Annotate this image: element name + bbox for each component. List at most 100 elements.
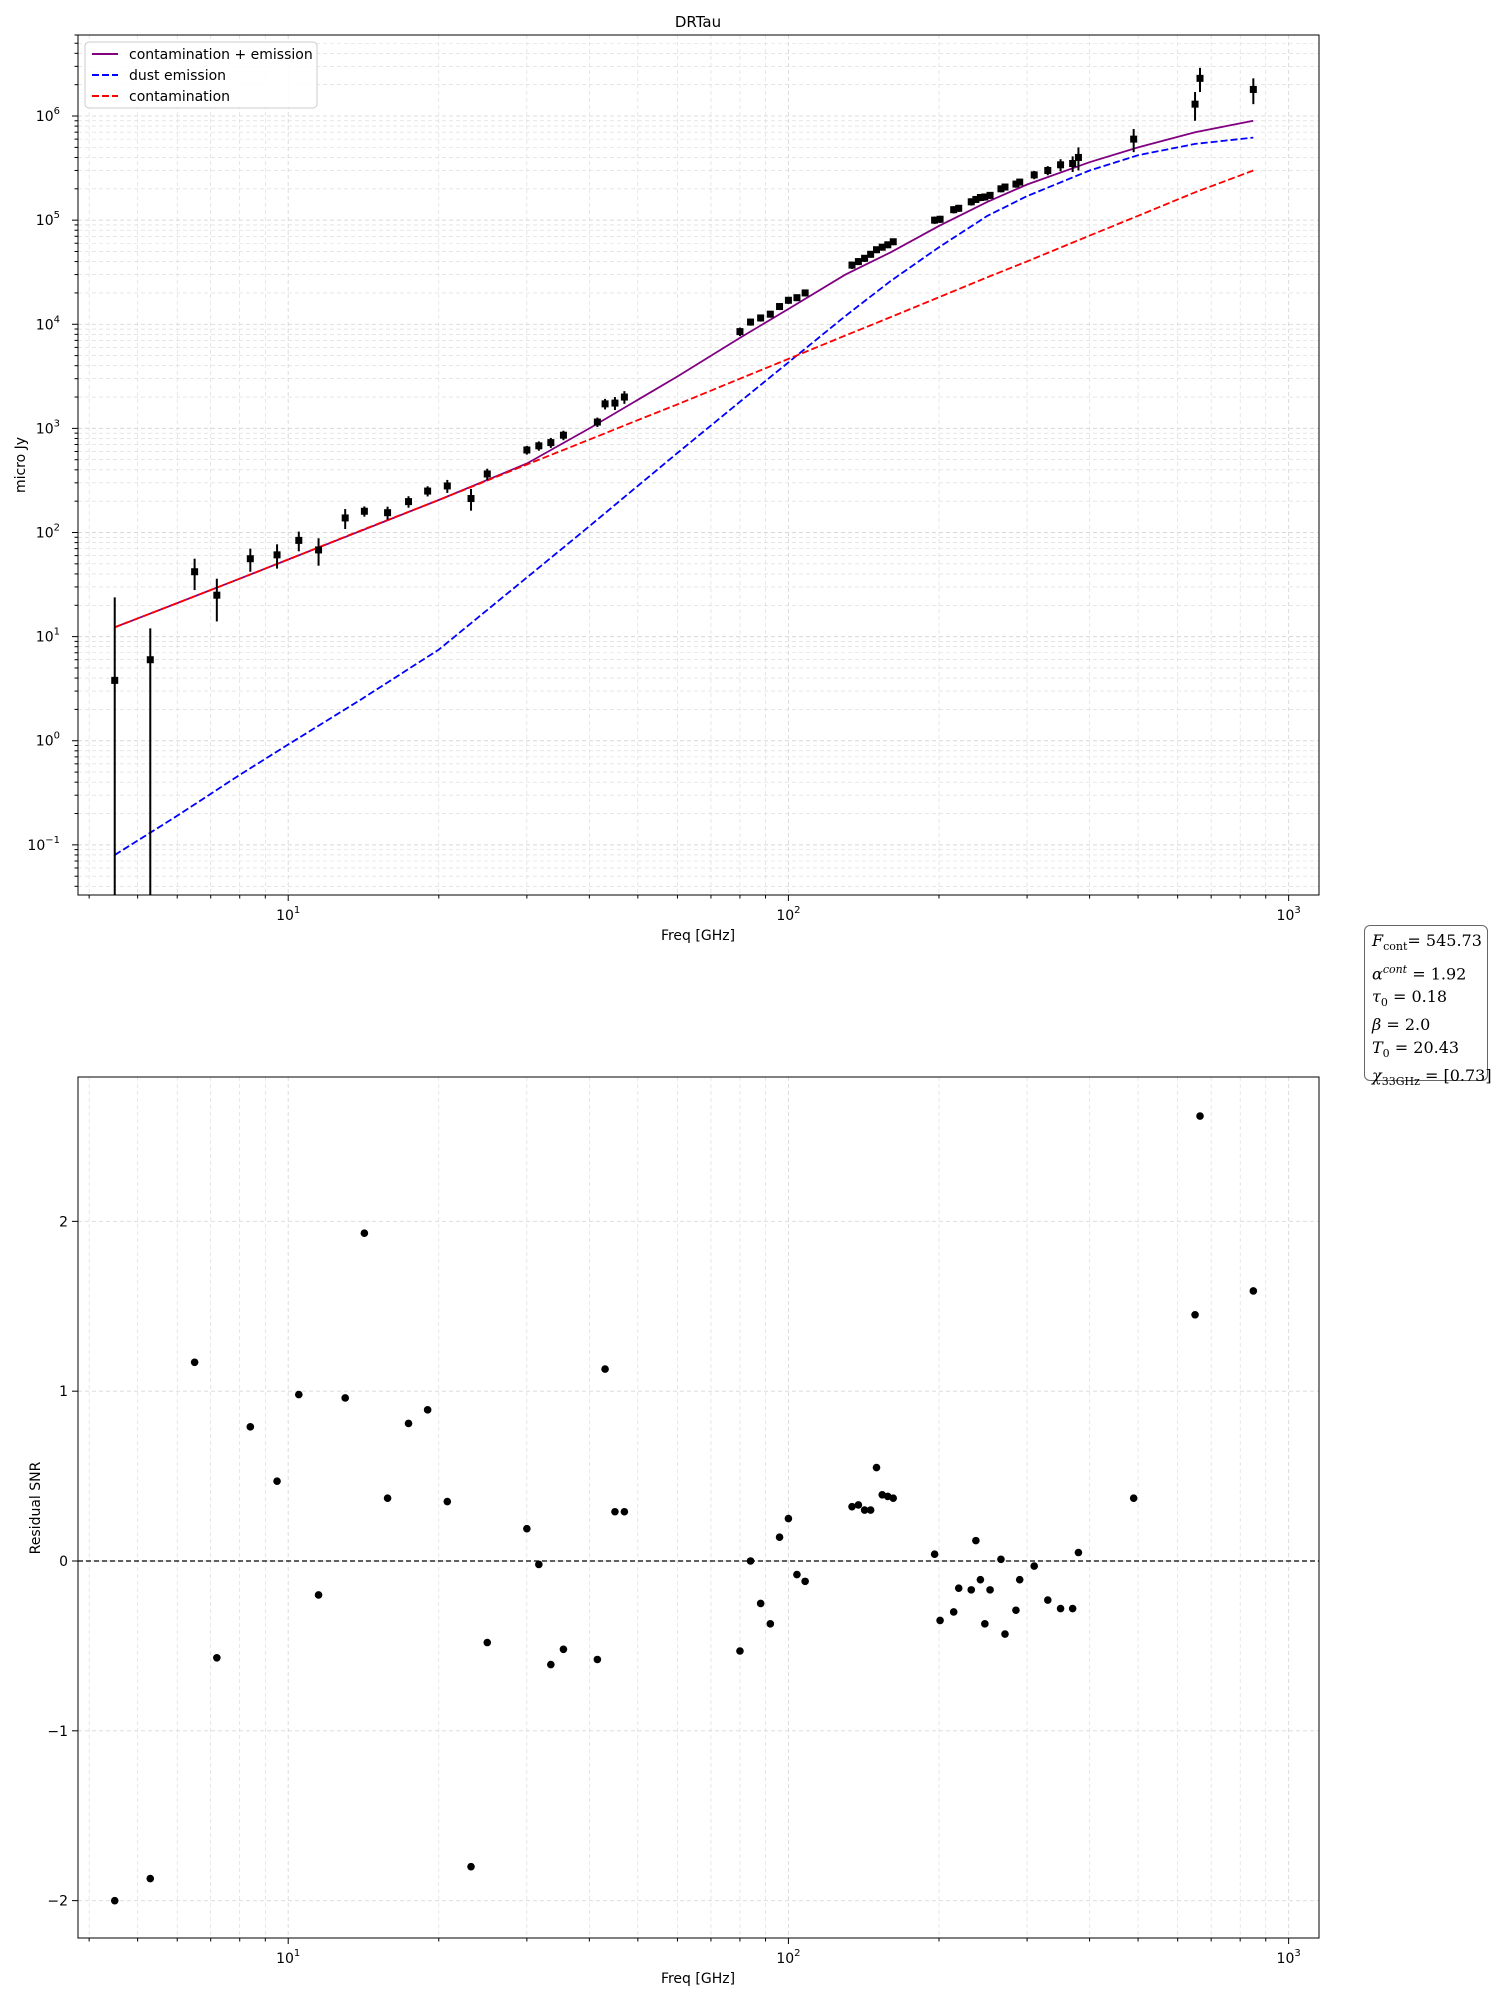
residual-point bbox=[110, 1896, 119, 1905]
residual-y-tick-label: 0 bbox=[59, 1554, 68, 1570]
chart-title: DRTau bbox=[675, 13, 721, 31]
sed-y-ticks: 10−1 100 101 102 103 104 105 106 bbox=[27, 34, 78, 887]
sed-data-point bbox=[384, 506, 392, 520]
residual-point bbox=[967, 1586, 976, 1594]
sed-marker bbox=[1074, 153, 1082, 161]
sed-marker bbox=[547, 439, 555, 447]
residual-x-ticks: 101 102 103 bbox=[88, 1938, 1301, 1967]
sed-marker bbox=[1057, 161, 1065, 169]
sed-marker bbox=[967, 198, 975, 206]
contamination-curve bbox=[114, 169, 1254, 629]
residual-point bbox=[1012, 1606, 1020, 1615]
sed-data-point bbox=[467, 488, 475, 511]
residual-y-tick-label: −2 bbox=[47, 1894, 68, 1910]
residual-x-axis-label: Freq [GHz] bbox=[661, 1971, 735, 1987]
sed-y-tick-label: 10−1 bbox=[27, 835, 60, 854]
residual-plot-frame bbox=[77, 1076, 1320, 1939]
sed-data-point bbox=[1196, 67, 1204, 93]
residual-x-tick-label: 103 bbox=[1277, 1948, 1301, 1967]
residual-point bbox=[620, 1507, 629, 1516]
sed-data-point bbox=[273, 544, 281, 569]
sed-marker bbox=[1044, 166, 1052, 174]
sed-marker bbox=[273, 551, 281, 559]
sed-data-point bbox=[483, 468, 491, 480]
sed-data-point bbox=[955, 204, 963, 212]
residual-point bbox=[949, 1608, 958, 1616]
sed-x-tick-label: 101 bbox=[276, 905, 300, 924]
sed-data-point bbox=[443, 479, 451, 493]
sed-data-point bbox=[1030, 170, 1038, 180]
sed-grid bbox=[78, 35, 1319, 895]
sed-marker bbox=[1191, 100, 1199, 108]
sed-marker bbox=[620, 393, 628, 401]
residual-point bbox=[314, 1591, 323, 1599]
sed-data-point bbox=[793, 294, 801, 302]
sed-data-point bbox=[889, 238, 897, 246]
residual-point bbox=[593, 1655, 602, 1664]
residual-point bbox=[1056, 1604, 1065, 1613]
residual-grid bbox=[78, 1077, 1319, 1938]
residual-point bbox=[383, 1494, 392, 1502]
sed-data-point bbox=[950, 206, 958, 214]
residual-y-tick-label: 1 bbox=[59, 1384, 68, 1400]
residual-point bbox=[341, 1394, 349, 1402]
sed-marker bbox=[976, 193, 984, 201]
sed-data-point bbox=[1191, 92, 1199, 121]
sed-y-tick-label: 100 bbox=[36, 731, 60, 750]
sed-data-point bbox=[873, 246, 881, 254]
residual-point bbox=[997, 1555, 1005, 1564]
sed-data-point bbox=[213, 578, 221, 622]
legend-label-contamination-emission: contamination + emission bbox=[129, 47, 313, 63]
sed-data-points bbox=[111, 67, 1257, 895]
sed-data-point bbox=[878, 243, 886, 251]
residual-x-tick-label: 101 bbox=[276, 1948, 300, 1967]
sed-data-point bbox=[424, 486, 432, 497]
sed-data-point bbox=[1057, 159, 1065, 172]
residual-point bbox=[146, 1874, 155, 1883]
sed-plot: DRTau 101 102 103 10−110010110210310410510… bbox=[13, 13, 1320, 944]
legend-box bbox=[84, 41, 318, 109]
sed-data-point bbox=[986, 191, 994, 199]
sed-data-point bbox=[535, 441, 543, 451]
sed-marker bbox=[757, 314, 765, 322]
sed-marker bbox=[766, 310, 774, 318]
sed-marker bbox=[213, 591, 221, 599]
sed-x-ticks: 101 102 103 bbox=[88, 895, 1301, 924]
sed-marker bbox=[315, 546, 323, 554]
param-f-cont: Fcont= 545.73 bbox=[1372, 931, 1482, 954]
sed-marker bbox=[950, 206, 958, 214]
param-chi-33ghz: χ33GHz = [0.73] bbox=[1372, 1066, 1492, 1089]
sed-data-point bbox=[295, 531, 303, 552]
sed-x-tick-label: 103 bbox=[1277, 905, 1301, 924]
residual-point bbox=[404, 1419, 413, 1428]
residual-point bbox=[535, 1560, 543, 1569]
residual-point bbox=[860, 1506, 869, 1514]
sed-data-point bbox=[611, 397, 619, 411]
residual-point bbox=[801, 1577, 809, 1586]
sed-data-point bbox=[867, 250, 875, 258]
sed-marker bbox=[931, 216, 939, 224]
sed-marker bbox=[1012, 180, 1020, 188]
residual-point bbox=[954, 1584, 963, 1592]
residual-point bbox=[1191, 1310, 1199, 1319]
sed-data-point bbox=[784, 296, 792, 304]
sed-marker bbox=[878, 243, 886, 251]
sed-data-point bbox=[997, 185, 1005, 193]
sed-plot-frame bbox=[77, 34, 1320, 896]
residual-y-tick-label: 2 bbox=[59, 1214, 68, 1230]
residual-point bbox=[1001, 1630, 1009, 1638]
sed-marker bbox=[884, 241, 892, 249]
sed-marker bbox=[854, 258, 862, 266]
sed-marker bbox=[384, 509, 392, 517]
sed-marker bbox=[443, 482, 451, 490]
residual-y-ticks: −2 −1 0 1 2 bbox=[47, 1214, 78, 1910]
sed-marker bbox=[405, 498, 413, 506]
residual-point bbox=[848, 1502, 856, 1511]
sed-marker bbox=[848, 261, 856, 269]
residual-point bbox=[360, 1229, 369, 1238]
sed-data-point bbox=[620, 391, 628, 404]
sed-marker bbox=[747, 318, 755, 326]
sed-data-point bbox=[1074, 147, 1082, 171]
sed-data-point bbox=[1016, 178, 1024, 186]
residual-point bbox=[981, 1620, 989, 1628]
